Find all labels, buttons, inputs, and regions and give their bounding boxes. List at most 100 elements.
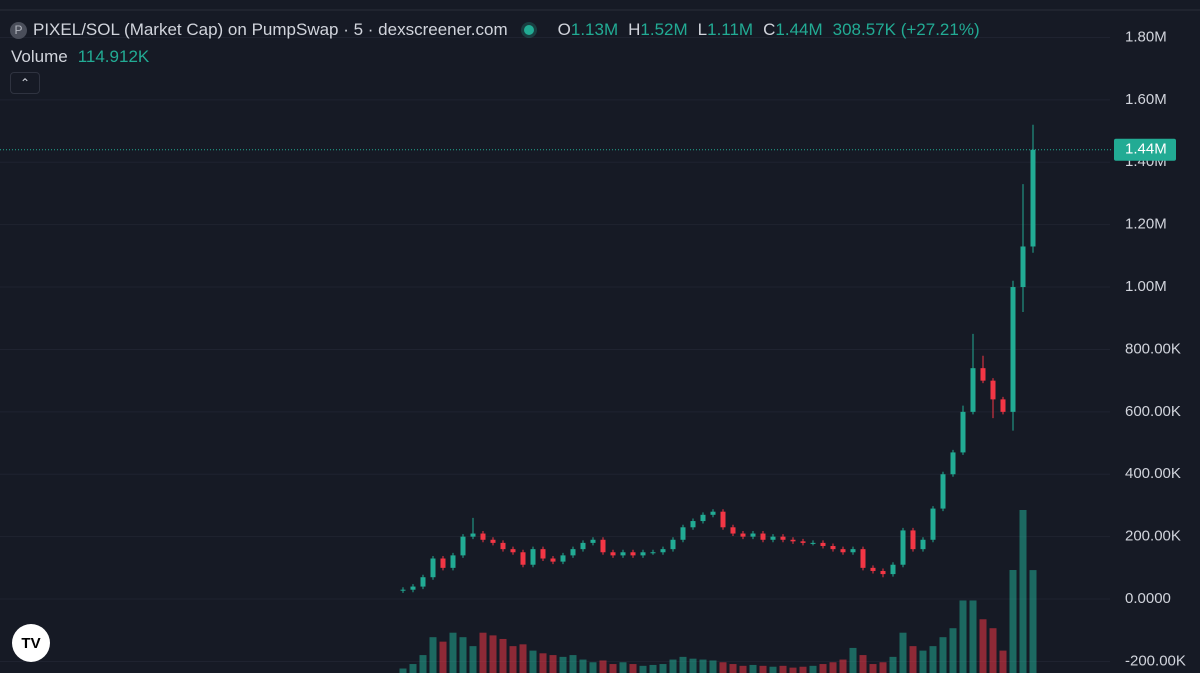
candle-body <box>660 549 666 553</box>
volume-bar <box>449 632 457 673</box>
candle-body <box>530 549 536 565</box>
candle-body <box>850 549 856 553</box>
volume-bar <box>759 665 767 673</box>
candle-body <box>520 552 526 565</box>
candle-body <box>550 558 556 562</box>
candle-body <box>510 549 516 553</box>
candle-body <box>790 539 796 542</box>
volume-bar <box>679 656 687 673</box>
volume-label: Volume <box>11 47 68 66</box>
ohlc-legend: O1.13M H1.52M L1.11M C1.44M <box>558 20 833 40</box>
volume-bar <box>399 668 407 673</box>
volume-bar <box>589 662 597 673</box>
y-tick-label: 1.20M <box>1125 216 1167 233</box>
candle-body <box>1030 149 1036 247</box>
volume-bar <box>959 600 967 673</box>
volume-bar <box>739 665 747 673</box>
y-tick-label: 400.00K <box>1125 465 1181 482</box>
candle-body <box>930 508 936 540</box>
candle-body <box>400 589 406 591</box>
candle-body <box>1010 287 1016 412</box>
candle-body <box>960 411 966 453</box>
ohlc-value: 1.11M <box>707 20 754 39</box>
volume-bar <box>639 665 647 673</box>
candle-body <box>450 555 456 568</box>
volume-bar <box>419 655 427 673</box>
candle-body <box>430 558 436 578</box>
volume-bar <box>1029 570 1037 673</box>
collapse-button[interactable]: ⌃ <box>10 72 40 94</box>
ohlc-key: O <box>557 20 571 39</box>
y-tick-label: 0.0000 <box>1125 590 1171 607</box>
candle-body <box>900 530 906 565</box>
candle-body <box>700 514 706 522</box>
ohlc-key: L <box>697 20 708 39</box>
volume-bar <box>999 650 1007 673</box>
volume-bar <box>789 667 797 673</box>
volume-bar <box>489 635 497 673</box>
volume-bar <box>849 647 857 673</box>
volume-bar <box>549 655 557 673</box>
candle-body <box>630 552 636 556</box>
candle-body <box>470 533 476 537</box>
y-tick-label: 800.00K <box>1125 340 1181 357</box>
candle-body <box>600 539 606 553</box>
candle-body <box>780 536 786 540</box>
volume-bar <box>409 664 417 673</box>
volume-bar <box>799 666 807 673</box>
volume-bar <box>509 646 517 673</box>
candle-body <box>560 555 566 562</box>
y-tick-label: 200.00K <box>1125 528 1181 545</box>
y-tick-label: 1.80M <box>1125 28 1167 45</box>
candle-body <box>990 380 996 400</box>
candle-body <box>620 552 626 556</box>
candle-body <box>420 577 426 587</box>
volume-bar <box>659 664 667 673</box>
change-text: 308.57K (+27.21%) <box>832 20 980 39</box>
candle-body <box>730 527 736 534</box>
volume-bar <box>779 665 787 673</box>
candle-body <box>770 536 776 540</box>
volume-bar <box>699 659 707 673</box>
candle-body <box>880 570 886 575</box>
candle-body <box>910 530 916 550</box>
volume-bar <box>839 659 847 673</box>
volume-bar <box>929 646 937 673</box>
volume-bar <box>1019 510 1027 673</box>
ohlc-value: 1.52M <box>640 20 688 39</box>
volume-bar <box>939 637 947 673</box>
volume-bar <box>499 638 507 673</box>
chart-title: PIXEL/SOL (Market Cap) on PumpSwap · 5 ·… <box>33 20 508 39</box>
candle-body <box>650 552 656 554</box>
candle-body <box>1000 399 1006 412</box>
candle-body <box>870 567 876 571</box>
candle-body <box>750 533 756 537</box>
volume-bar <box>579 659 587 673</box>
volume-bar <box>819 664 827 673</box>
volume-bar <box>459 637 467 673</box>
candle-body <box>800 541 806 543</box>
volume-bar <box>729 664 737 673</box>
candle-body <box>950 452 956 475</box>
candle-body <box>860 549 866 568</box>
candle-body <box>760 533 766 540</box>
volume-legend: Volume 114.912K <box>11 47 149 67</box>
ohlc-item: L1.11M <box>698 20 753 39</box>
candle-body <box>440 558 446 568</box>
candle-body <box>640 552 646 556</box>
candle-body <box>940 474 946 509</box>
y-tick-label: 1.60M <box>1125 91 1167 108</box>
volume-bar <box>969 600 977 673</box>
volume-bar <box>609 664 617 673</box>
volume-bar <box>989 628 997 673</box>
volume-bar <box>649 664 657 673</box>
candle-body <box>1020 246 1026 288</box>
candle-body <box>580 542 586 550</box>
candle-body <box>690 521 696 528</box>
last-price-tag <box>1114 138 1176 161</box>
volume-bar <box>919 650 927 673</box>
logo[interactable]: TV <box>12 624 50 662</box>
volume-bar <box>889 656 897 673</box>
pair-icon: P <box>10 21 27 39</box>
